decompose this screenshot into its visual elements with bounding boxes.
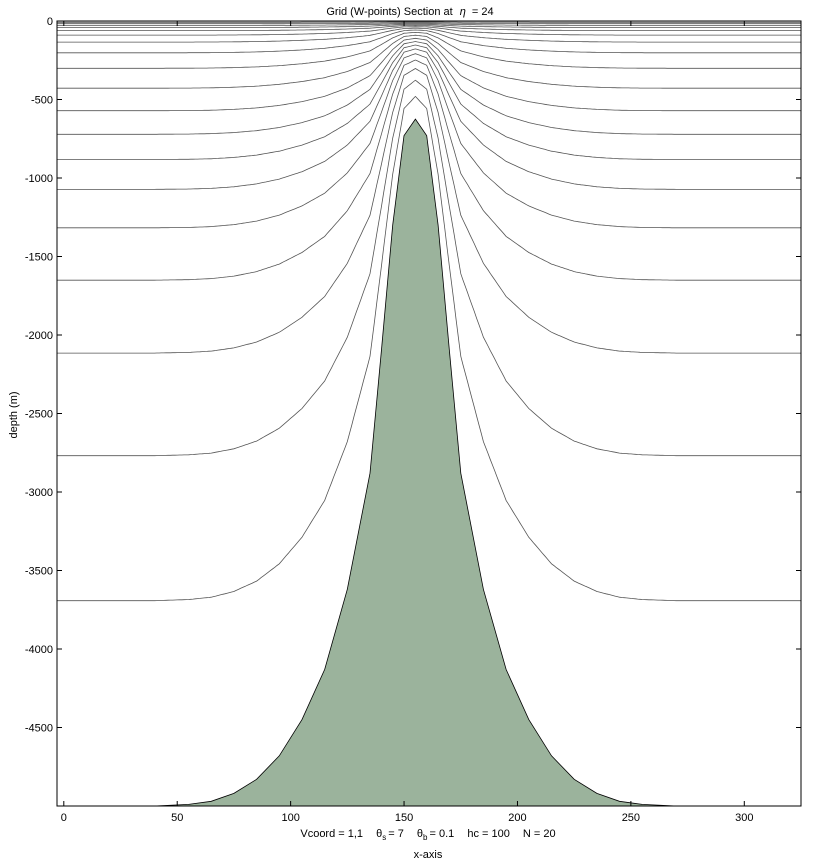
grid-level-line [57, 21, 801, 23]
y-tick-label: -2000 [25, 330, 53, 342]
grid-level-line [57, 23, 801, 26]
grid-level-line [57, 25, 801, 31]
grid-level-line [57, 68, 801, 354]
grid-levels [57, 21, 801, 602]
grid-level-line [57, 29, 801, 54]
seamount-fill [57, 118, 801, 807]
y-tick-label: -1500 [25, 252, 53, 264]
x-tick-label: 250 [622, 812, 640, 824]
grid-level-line [57, 31, 801, 69]
y-tick-label: -1000 [25, 173, 53, 185]
x-ticks: 0 50 100 150 200 250 300 [61, 21, 753, 824]
grid-level-line [57, 22, 801, 25]
grid-parameters: Vcoord = 1,1 θs = 7 θb = 0.1 hc = 100 N = … [300, 828, 555, 842]
grid-level-line [57, 24, 801, 28]
y-tick-label: -4000 [25, 644, 53, 656]
y-axis-label: depth (m) [8, 391, 20, 438]
grid-level-line [57, 37, 801, 112]
grid-level-line [57, 53, 801, 229]
x-tick-label: 150 [395, 812, 413, 824]
x-tick-label: 300 [735, 812, 753, 824]
y-tick-label: -3000 [25, 487, 53, 499]
grid-level-line [57, 95, 801, 602]
grid-level-line [57, 34, 801, 89]
bathymetry-layer [57, 118, 801, 807]
grid-level-line [57, 27, 801, 43]
grid-level-line [57, 41, 801, 135]
grid-level-line [57, 48, 801, 190]
grid-level-line [57, 79, 801, 457]
x-tick-label: 0 [61, 812, 67, 824]
x-axis-label: x-axis [414, 849, 443, 861]
x-tick-label: 50 [171, 812, 183, 824]
x-tick-label: 200 [508, 812, 526, 824]
grid-level-line [57, 59, 801, 281]
grid-level-line [57, 26, 801, 36]
y-tick-label: -4500 [25, 723, 53, 735]
y-tick-label: -2500 [25, 409, 53, 421]
y-ticks: 0 -500 -1000 -1500 -2000 -2500 -3000 -3500 -4000… [25, 16, 801, 735]
grid-level-line [57, 44, 801, 160]
x-tick-label: 100 [281, 812, 299, 824]
y-tick-label: -500 [31, 95, 53, 107]
chart-title: Grid (W-points) Section at η = 24 [326, 6, 493, 18]
y-tick-label: 0 [47, 16, 53, 28]
y-tick-label: -3500 [25, 566, 53, 578]
